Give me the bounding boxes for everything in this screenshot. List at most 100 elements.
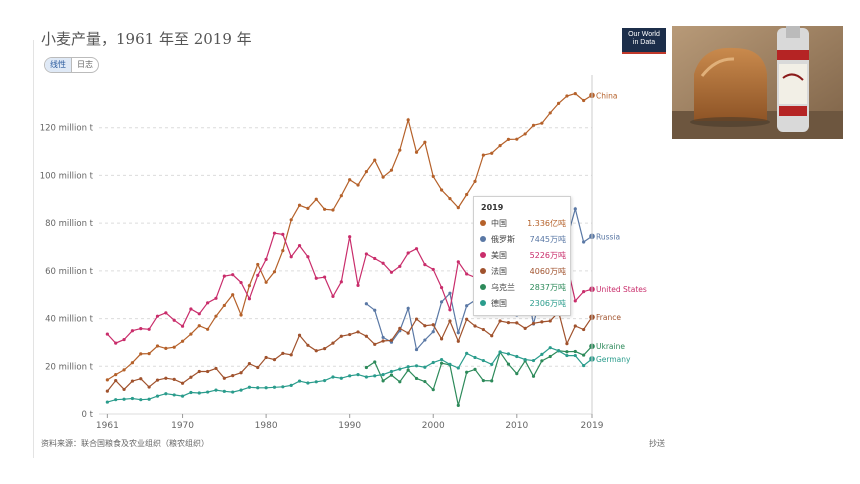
data-point-china [373, 158, 377, 162]
data-point-united-states [122, 337, 126, 342]
data-point-germany [256, 386, 260, 390]
data-point-france [348, 332, 352, 337]
data-point-russia [439, 300, 444, 304]
tooltip-dot [480, 220, 486, 226]
data-point-germany [105, 400, 109, 404]
tooltip-country: 美国 [491, 250, 507, 260]
chart-title: 小麦产量，1961 年至 2019 年 [41, 30, 252, 48]
tooltip-dot [480, 284, 486, 290]
data-point-ukraine [414, 376, 419, 381]
data-point-ukraine [473, 367, 477, 371]
data-point-china [523, 132, 527, 136]
tooltip-value: 1.336亿吨 [527, 218, 566, 228]
data-point-china [565, 94, 569, 98]
data-point-russia [431, 330, 435, 334]
data-point-ukraine [515, 372, 519, 376]
data-point-germany [297, 379, 302, 383]
data-point-ukraine [364, 365, 368, 370]
data-point-france [456, 339, 460, 343]
data-point-ukraine [481, 379, 485, 383]
data-point-china [556, 101, 561, 105]
data-point-france [473, 324, 477, 328]
data-point-france [506, 321, 511, 325]
data-point-france [214, 366, 218, 371]
series-label-ukraine: Ukraine [596, 342, 625, 351]
data-point-france [256, 365, 260, 370]
data-point-china [114, 373, 118, 377]
data-point-china [456, 206, 460, 210]
data-point-france [373, 342, 377, 346]
data-point-china [448, 196, 452, 201]
data-point-united-states [172, 318, 176, 322]
data-point-china [297, 203, 302, 207]
x-tick-label: 2019 [581, 421, 604, 431]
data-point-germany [281, 385, 285, 389]
data-point-united-states [297, 243, 302, 248]
data-point-united-states [256, 273, 260, 277]
data-point-united-states [331, 294, 335, 298]
data-point-china [381, 175, 385, 179]
data-point-china [439, 188, 444, 192]
data-point-germany [498, 350, 502, 354]
data-point-germany [531, 358, 536, 363]
data-point-france [164, 376, 168, 380]
data-point-germany [381, 373, 385, 377]
tooltip-country: 俄罗斯 [491, 234, 515, 244]
y-tick-label: 120 million t [40, 124, 94, 134]
y-tick-label: 0 t [82, 410, 94, 420]
data-point-france [414, 317, 419, 321]
tooltip-row: 美国 5226万吨 [480, 249, 566, 261]
data-point-ukraine [398, 380, 402, 384]
data-point-france [180, 381, 185, 385]
data-point-germany [406, 365, 410, 369]
tooltip-value: 4060万吨 [529, 266, 566, 276]
source-note: 资料来源：联合国粮食及农业组织（粮农组织） [41, 439, 209, 448]
data-point-germany [548, 346, 552, 350]
data-point-china [155, 344, 160, 348]
data-point-france [281, 351, 285, 356]
data-point-united-states [281, 232, 285, 236]
linear-scale-button[interactable]: 线性 [45, 58, 72, 72]
data-point-germany [172, 393, 176, 397]
data-point-france [490, 334, 494, 338]
data-point-russia [406, 306, 410, 310]
log-scale-button[interactable]: 日志 [77, 60, 93, 69]
data-point-france [139, 377, 143, 381]
data-point-china [348, 178, 352, 182]
data-point-germany [490, 362, 494, 366]
data-point-united-states [164, 311, 168, 315]
data-point-ukraine [531, 374, 536, 378]
tooltip-value: 7445万吨 [529, 234, 566, 244]
data-point-ukraine [423, 379, 427, 384]
tooltip-value: 2837万吨 [529, 282, 566, 292]
data-point-ukraine [406, 368, 410, 372]
data-point-germany [398, 367, 402, 371]
data-point-china [189, 332, 193, 336]
data-point-germany [331, 375, 335, 379]
data-point-france [582, 327, 586, 332]
data-point-france [306, 343, 310, 347]
data-point-germany [247, 385, 252, 389]
data-point-russia [582, 240, 586, 244]
data-point-germany [448, 362, 452, 366]
data-point-china [147, 352, 151, 356]
data-point-france [114, 379, 118, 383]
owid-logo[interactable]: Our World in Data [622, 28, 666, 54]
data-point-china [540, 121, 544, 125]
data-point-germany [155, 394, 160, 398]
x-tick-label: 1990 [338, 421, 361, 431]
data-point-united-states [189, 307, 193, 311]
data-point-china [306, 206, 310, 210]
data-point-ukraine [373, 360, 377, 364]
data-point-united-states [356, 283, 360, 288]
share-link[interactable]: 抄送 [649, 439, 665, 448]
data-point-germany [364, 375, 368, 379]
data-point-france [439, 337, 444, 341]
data-point-france [565, 342, 569, 346]
data-point-united-states [314, 276, 318, 280]
tooltip-row: 法国 4060万吨 [480, 265, 566, 277]
tooltip-row: 俄罗斯 7445万吨 [480, 233, 566, 245]
data-point-united-states [373, 256, 377, 261]
tooltip-country: 中国 [491, 218, 507, 228]
tooltip-year: 2019 [481, 203, 504, 212]
